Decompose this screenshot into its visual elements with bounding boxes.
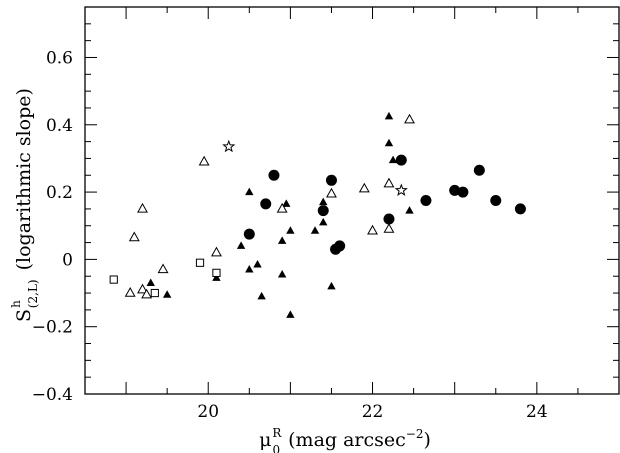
point-open-triangle: [383, 177, 395, 188]
point-filled-triangle: [146, 278, 155, 286]
point-filled-triangle: [282, 199, 291, 207]
point-filled-circle: [395, 154, 407, 166]
x-axis-label: μR 0 (mag arcsec−2): [259, 426, 431, 453]
point-filled-circle: [449, 184, 461, 196]
x-label-sub: 0: [272, 443, 280, 453]
x-label-close: ): [424, 429, 431, 451]
point-open-triangle: [404, 113, 415, 124]
point-open-triangle: [198, 155, 210, 166]
point-filled-triangle: [319, 197, 328, 206]
data-points: [109, 111, 526, 318]
y-tick-label: 0: [62, 250, 73, 270]
x-label-exp: −2: [406, 427, 424, 441]
point-filled-circle: [383, 213, 395, 225]
point-open-square: [109, 275, 118, 284]
point-open-triangle: [128, 231, 140, 242]
point-filled-triangle: [384, 111, 394, 120]
point-open-square: [212, 268, 221, 277]
y-label-sub: (2,L): [26, 279, 40, 308]
plot-frame: [84, 6, 620, 395]
point-filled-circle: [420, 195, 432, 206]
point-open-triangle: [276, 202, 288, 213]
tick-labels: 20 22 24 −0.4 −0.2 0 0.2 0.4 0.6: [32, 48, 548, 422]
point-filled-triangle: [327, 281, 336, 290]
point-filled-circle: [317, 205, 329, 217]
y-label-symbol: S: [13, 309, 35, 322]
y-tick-label: 0.6: [46, 48, 73, 68]
point-filled-triangle: [277, 236, 287, 244]
point-filled-triangle: [286, 226, 295, 234]
point-filled-triangle: [388, 155, 398, 164]
point-filled-triangle: [236, 241, 246, 249]
point-filled-circle: [243, 228, 255, 240]
point-open-triangle: [157, 263, 169, 274]
point-filled-circle: [268, 169, 280, 181]
x-label-rest: (mag arcsec: [282, 429, 406, 451]
y-axis-label: Sh (2,L) (logarithmic slope): [9, 88, 40, 322]
x-tick-label: 24: [526, 402, 548, 422]
point-filled-triangle: [257, 291, 266, 300]
point-filled-circle: [457, 186, 469, 198]
point-open-triangle: [124, 287, 136, 297]
point-filled-circle: [473, 164, 485, 176]
point-filled-triangle: [212, 273, 221, 281]
point-open-square: [150, 288, 159, 298]
point-filled-triangle: [384, 138, 394, 147]
y-label-rest: (logarithmic slope): [13, 88, 35, 276]
point-open-star: [394, 183, 408, 197]
point-open-square: [195, 258, 205, 267]
y-tick-label: −0.2: [32, 318, 73, 338]
point-open-triangle: [141, 288, 153, 299]
point-open-triangle: [358, 182, 370, 193]
point-filled-triangle: [319, 217, 328, 226]
point-open-triangle: [210, 246, 222, 257]
point-filled-circle: [514, 203, 526, 215]
point-filled-circle: [490, 195, 502, 206]
y-tick-label: 0.4: [46, 116, 73, 136]
x-label-symbol: μ: [259, 429, 271, 451]
point-filled-triangle: [253, 259, 262, 268]
point-open-triangle: [137, 202, 148, 213]
x-tick-label: 22: [362, 402, 384, 422]
point-open-triangle: [137, 283, 148, 294]
point-filled-triangle: [245, 264, 254, 273]
point-open-triangle: [326, 187, 337, 198]
y-tick-label: 0.2: [46, 183, 73, 203]
point-open-triangle: [383, 223, 395, 233]
point-filled-circle: [325, 174, 337, 186]
y-tick-label: −0.4: [32, 385, 73, 405]
axis-ticks: [84, 6, 620, 395]
point-filled-circle: [260, 198, 272, 210]
point-filled-triangle: [286, 310, 295, 318]
point-filled-circle: [334, 240, 346, 252]
point-filled-triangle: [310, 226, 320, 234]
y-label-sup: h: [9, 300, 23, 308]
point-filled-triangle: [162, 290, 172, 298]
point-filled-triangle: [277, 270, 287, 278]
point-filled-triangle: [405, 206, 414, 214]
point-filled-triangle: [245, 187, 254, 196]
x-tick-label: 20: [197, 402, 219, 422]
point-open-star: [222, 139, 236, 153]
point-open-triangle: [367, 224, 378, 235]
x-label-sup: R: [272, 426, 282, 440]
